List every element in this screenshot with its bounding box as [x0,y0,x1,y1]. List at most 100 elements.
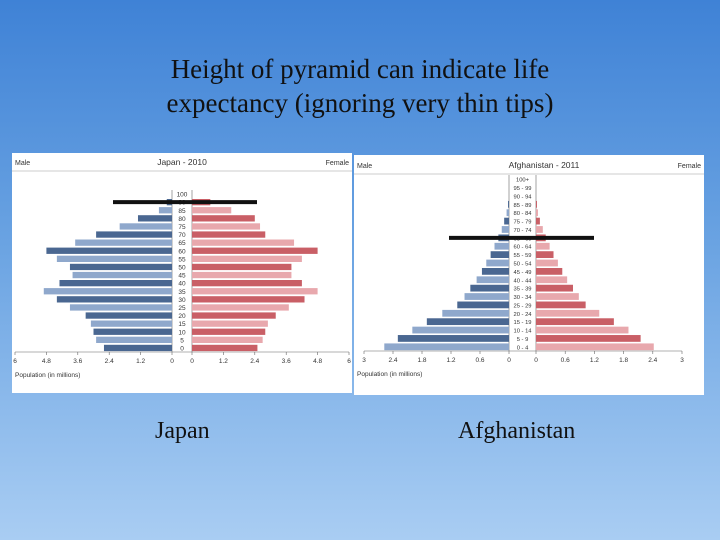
age-tick-label: 85 [178,208,186,215]
bar-male [412,326,509,334]
bar-female [536,309,600,317]
x-tick-label: 4.8 [313,358,322,365]
bar-male [470,284,509,292]
bar-male [501,226,509,233]
age-tick-label: 20 [178,313,186,320]
x-tick-label: 2.4 [648,357,657,364]
bar-male [506,209,509,217]
bar-female [536,284,573,292]
x-tick-label: 1.8 [417,357,426,364]
bar-male [59,280,172,287]
bar-female [536,335,641,342]
bar-male [56,296,172,303]
x-tick-label: 0 [534,357,538,364]
age-tick-label: 5 - 9 [517,337,529,343]
age-tick-label: 60 [178,248,186,255]
bar-male [494,242,509,250]
slide-title: Height of pyramid can indicate life expe… [60,52,660,120]
x-tick-label: 0.6 [475,357,484,364]
x-tick-label: 1.2 [136,358,145,365]
bar-female [192,304,289,311]
male-label: Male [357,163,372,170]
bar-female [536,326,629,334]
caption-afghanistan: Afghanistan [458,418,576,444]
bar-male [119,223,172,230]
female-label: Female [678,163,701,170]
age-tick-label: 100+ [516,178,530,184]
x-tick-label: 1.2 [219,358,228,365]
bar-male [46,247,172,254]
age-tick-label: 15 [178,321,186,328]
bar-female [536,200,537,208]
x-tick-label: 0.6 [561,357,570,364]
age-tick-label: 40 - 44 [513,278,532,284]
bar-male [96,231,172,238]
x-axis-title: Population (in millions) [15,372,80,379]
bar-female [192,328,266,335]
bar-female [192,320,268,327]
bar-male [56,255,172,262]
bar-male [90,320,172,327]
bar-female [536,226,543,233]
bar-male [476,276,509,284]
afghanistan-population-pyramid: Male Female Afghanistan - 2011 100+ 95 - 99 9… [354,160,704,378]
x-tick-label: 2.4 [105,358,114,365]
age-tick-label: 0 [180,345,184,352]
caption-japan: Japan [155,418,210,444]
bar-male [384,343,509,351]
bar-female [192,280,302,287]
age-tick-label: 30 [178,297,186,304]
x-tick-label: 0 [190,358,194,365]
bar-male [508,200,509,208]
bar-male [486,259,509,267]
afghanistan-pyramid-panel: Male Female Afghanistan - 2011 100+ 95 - 99 9… [354,155,704,395]
age-tick-label: 20 - 24 [513,312,532,318]
bar-female [192,288,318,295]
age-tick-label: 35 - 39 [513,287,531,293]
age-tick-label: 60 - 64 [513,245,532,251]
x-tick-label: 6 [13,358,17,365]
bar-male [72,271,172,279]
x-axis-title: Population (in millions) [357,371,422,378]
bar-female [192,312,276,319]
x-tick-label: 1.8 [619,357,628,364]
bar-female [536,259,558,267]
bar-male [504,217,509,225]
x-tick-label: 1.2 [590,357,599,364]
age-tick-label: 55 - 59 [513,253,531,259]
bar-female [192,255,302,262]
age-tick-label: 50 [178,264,186,271]
age-tick-label: 25 [178,305,186,312]
age-tick-label: 85 - 89 [513,203,531,209]
bar-female [192,271,292,279]
bar-female [192,215,255,222]
x-tick-label: 4.8 [42,358,51,365]
bar-male [442,309,509,317]
x-tick-label: 1.2 [446,357,455,364]
age-tick-label: 50 - 54 [513,262,532,268]
bar-female [192,344,258,352]
bar-male [490,251,509,259]
age-tick-label: 45 - 49 [513,270,531,276]
bar-female [192,247,318,254]
bar-female [192,223,261,230]
bar-female [536,301,586,309]
bar-male [481,267,509,275]
age-tick-label: 95 - 99 [513,186,531,192]
age-tick-label: 0 - 4 [517,345,529,351]
age-tick-label: 75 - 79 [513,220,531,226]
x-tick-label: 2.4 [250,358,259,365]
age-tick-label: 30 - 34 [513,295,532,301]
bar-male [137,215,172,222]
bar-female [536,209,538,217]
age-tick-label: 10 [178,329,186,336]
bar-female [536,318,614,326]
age-tick-label: 70 - 74 [513,228,532,234]
bar-male [85,312,172,319]
bar-male [69,263,172,271]
bar-male [457,301,509,309]
age-tick-label: 55 [178,256,186,263]
chart-title: Afghanistan - 2011 [509,160,580,170]
